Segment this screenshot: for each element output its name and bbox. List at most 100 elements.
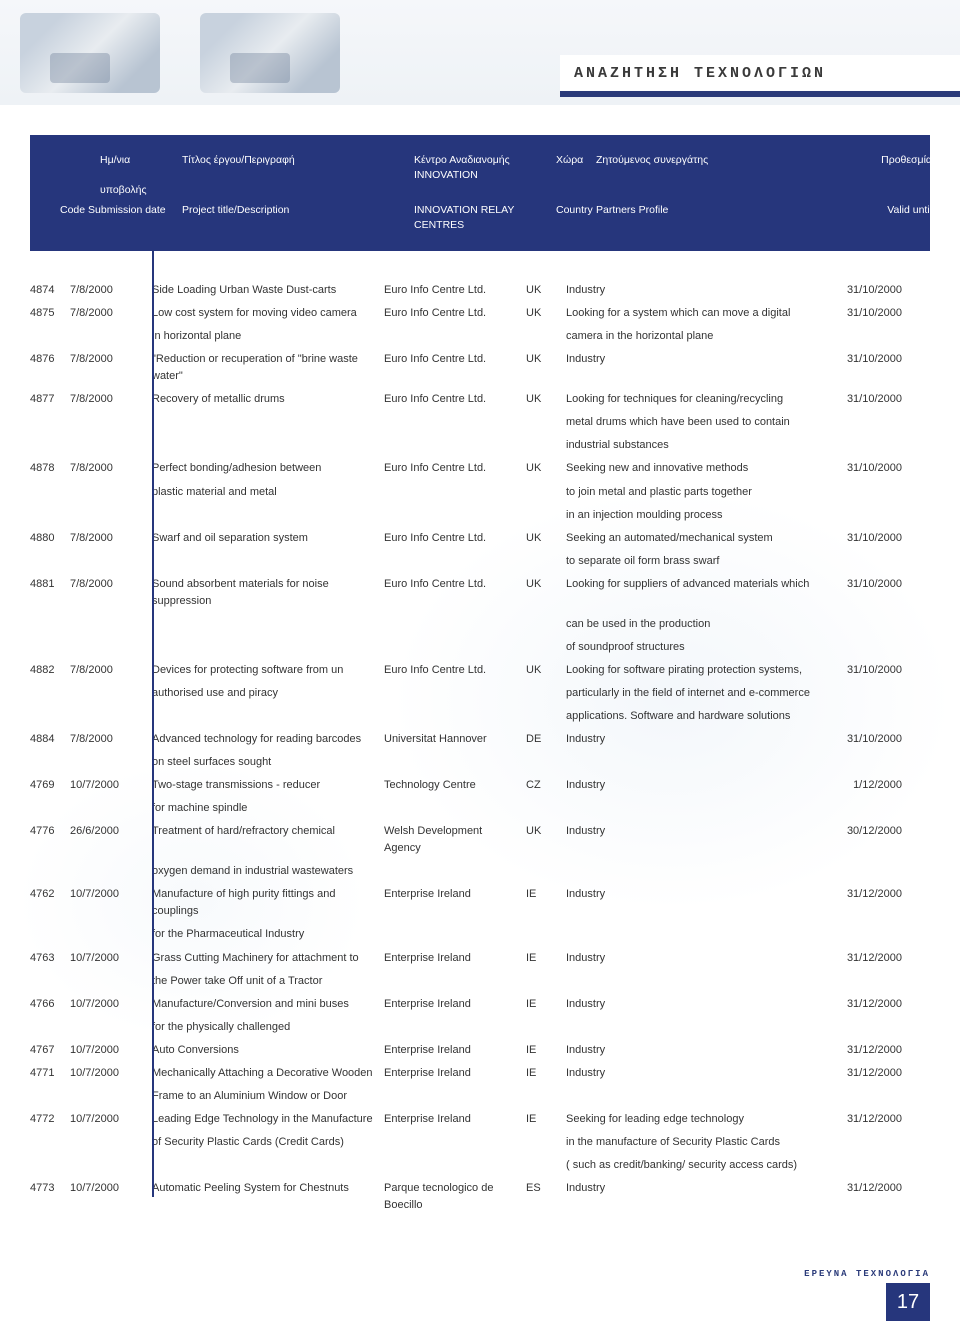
cell-date: 7/8/2000 — [70, 305, 152, 322]
table-row: 476910/7/2000Two-stage transmissions - r… — [30, 774, 930, 797]
cell-centre: Technology Centre — [384, 777, 526, 794]
cell-title: for the physically challenged — [152, 1019, 384, 1036]
cell-centre: Welsh Development Agency — [384, 823, 526, 857]
cell-profile: Industry — [566, 351, 824, 385]
hdr-en-country: Country — [556, 203, 596, 233]
cell-profile: in an injection moulding process — [566, 507, 824, 524]
cell-date: 7/8/2000 — [70, 460, 152, 477]
cell-code: 4882 — [30, 662, 70, 679]
cell-country: UK — [526, 460, 566, 477]
table-row: metal drums which have been used to cont… — [30, 411, 930, 434]
cell-title: for machine spindle — [152, 800, 384, 817]
cell-profile: camera in the horizontal plane — [566, 328, 824, 345]
cell-title: Auto Conversions — [152, 1042, 384, 1059]
table-row: for the physically challenged — [30, 1016, 930, 1039]
cell-title: oxygen demand in industrial wastewaters — [152, 863, 384, 880]
cell-date: 10/7/2000 — [70, 1042, 152, 1059]
cell-title: Swarf and oil separation system — [152, 530, 384, 547]
table-row: 48767/8/2000"Reduction or recuperation o… — [30, 348, 930, 388]
cell-valid: 31/12/2000 — [824, 1180, 902, 1214]
cell-date: 7/8/2000 — [70, 282, 152, 299]
cell-country: IE — [526, 886, 566, 920]
table-row: Frame to an Aluminium Window or Door — [30, 1085, 930, 1108]
cell-title: authorised use and piracy — [152, 685, 384, 702]
table-row: 477110/7/2000Mechanically Attaching a De… — [30, 1062, 930, 1085]
cell-profile: Looking for techniques for cleaning/recy… — [566, 391, 824, 408]
cell-profile: of soundproof structures — [566, 639, 824, 656]
cell-profile: can be used in the production — [566, 616, 824, 633]
table-row: 48787/8/2000Perfect bonding/adhesion bet… — [30, 457, 930, 480]
table-row: applications. Software and hardware solu… — [30, 705, 930, 728]
cell-title: Devices for protecting software from un — [152, 662, 384, 679]
hdr-gr-date1: Ημ/νια — [100, 153, 182, 168]
cell-country: UK — [526, 351, 566, 385]
footer-label: ΕΡΕΥΝΑ ΤΕΧΝΟΛΟΓΙΑ — [804, 1269, 930, 1279]
cell-valid: 31/10/2000 — [824, 305, 902, 322]
cell-profile: Industry — [566, 282, 824, 299]
cell-country: ES — [526, 1180, 566, 1214]
cell-date: 7/8/2000 — [70, 351, 152, 385]
cell-code: 4766 — [30, 996, 70, 1013]
cell-title: plastic material and metal — [152, 484, 384, 501]
cell-code: 4763 — [30, 950, 70, 967]
cell-profile: Looking for a system which can move a di… — [566, 305, 824, 322]
hdr-en-codedate: Code Submission date — [60, 203, 182, 233]
cell-valid: 31/12/2000 — [824, 1111, 902, 1128]
cell-profile: applications. Software and hardware solu… — [566, 708, 824, 725]
cell-code: 4875 — [30, 305, 70, 322]
hdr-gr-valid: Προθεσμία — [854, 153, 932, 183]
table-row: 48817/8/2000Sound absorbent materials fo… — [30, 573, 930, 613]
cell-valid: 30/12/2000 — [824, 823, 902, 857]
cell-valid: 31/10/2000 — [824, 460, 902, 477]
cell-centre: Euro Info Centre Ltd. — [384, 662, 526, 679]
table-row: authorised use and piracyparticularly in… — [30, 682, 930, 705]
table-row: plastic material and metal to join metal … — [30, 481, 930, 504]
cell-title: for the Pharmaceutical Industry — [152, 926, 384, 943]
cell-title: in horizontal plane — [152, 328, 384, 345]
cell-profile: Industry — [566, 777, 824, 794]
table-row: in horizontal plane camera in the horizon… — [30, 325, 930, 348]
cell-valid: 31/10/2000 — [824, 282, 902, 299]
cell-title: Low cost system for moving video camera — [152, 305, 384, 322]
cell-country: UK — [526, 576, 566, 610]
hdr-en-profile: Partners Profile — [596, 203, 854, 233]
cell-profile: Industry — [566, 823, 824, 857]
table-row: of soundproof structures — [30, 636, 930, 659]
table-row: oxygen demand in industrial wastewaters — [30, 860, 930, 883]
cell-code: 4880 — [30, 530, 70, 547]
cell-date: 10/7/2000 — [70, 1180, 152, 1214]
table-row: for the Pharmaceutical Industry — [30, 923, 930, 946]
hdr-en-valid: Valid until — [854, 203, 932, 233]
cell-valid: 31/12/2000 — [824, 950, 902, 967]
cell-centre: Euro Info Centre Ltd. — [384, 391, 526, 408]
cell-title: "Reduction or recuperation of "brine was… — [152, 351, 384, 385]
cell-title: Sound absorbent materials for noise supp… — [152, 576, 384, 610]
cell-profile: Seeking an automated/mechanical system — [566, 530, 824, 547]
hdr-en-centre: INNOVATION RELAY CENTRES — [414, 203, 556, 233]
cell-date: 10/7/2000 — [70, 1111, 152, 1128]
top-title-box: ΑΝΑΖΗΤΗΣΗ ΤΕΧΝΟΛΟΓΙΩΝ — [560, 55, 960, 97]
cell-country: UK — [526, 391, 566, 408]
cell-profile: Industry — [566, 1065, 824, 1082]
table-row: 476310/7/2000Grass Cutting Machinery for… — [30, 947, 930, 970]
cell-valid: 31/10/2000 — [824, 576, 902, 610]
cell-valid: 31/10/2000 — [824, 662, 902, 679]
cell-title: Leading Edge Technology in the Manufactu… — [152, 1111, 384, 1128]
cell-profile: metal drums which have been used to cont… — [566, 414, 824, 431]
cell-centre: Enterprise Ireland — [384, 950, 526, 967]
table-row: 477626/6/2000Treatment of hard/refractor… — [30, 820, 930, 860]
cell-title: Advanced technology for reading barcodes — [152, 731, 384, 748]
cell-country: UK — [526, 305, 566, 322]
cell-profile: Seeking for leading edge technology — [566, 1111, 824, 1128]
table-row: in an injection moulding process — [30, 504, 930, 527]
cell-code: 4881 — [30, 576, 70, 610]
cell-title: Side Loading Urban Waste Dust-carts — [152, 282, 384, 299]
cell-date: 7/8/2000 — [70, 662, 152, 679]
cell-title: Manufacture/Conversion and mini buses — [152, 996, 384, 1013]
hdr-gr-profile: Ζητούμενος συνεργάτης — [596, 153, 854, 183]
cell-centre: Euro Info Centre Ltd. — [384, 530, 526, 547]
cell-profile: Seeking new and innovative methods — [566, 460, 824, 477]
cell-centre: Parque tecnologico de Boecillo — [384, 1180, 526, 1214]
cell-profile: to join metal and plastic parts together — [566, 484, 824, 501]
cell-country: IE — [526, 1065, 566, 1082]
